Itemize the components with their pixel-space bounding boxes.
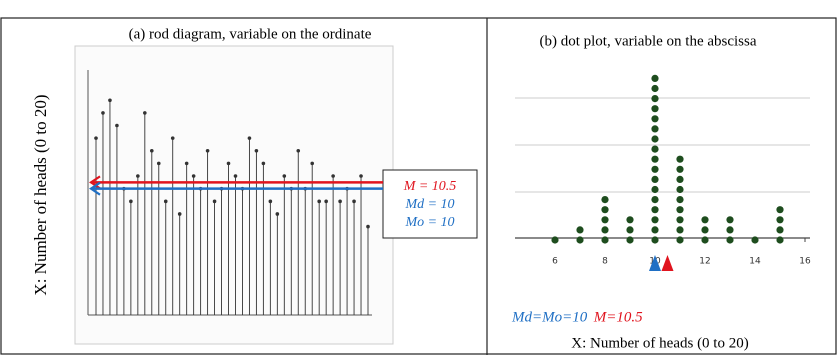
dot (601, 226, 608, 233)
dot (601, 196, 608, 203)
rod-tip (296, 149, 300, 153)
x-tick-label: 14 (749, 257, 761, 267)
x-tick-label: 12 (699, 257, 710, 267)
x-tick-label: 6 (552, 257, 558, 267)
dot (626, 216, 633, 223)
dot (651, 196, 658, 203)
dot (651, 125, 658, 132)
rod-tip (129, 200, 133, 204)
panel-title: (b) dot plot, variable on the abscissa (539, 33, 756, 49)
rod-tip (115, 124, 119, 128)
rod-tip (157, 162, 161, 166)
dot (676, 176, 683, 183)
x-axis-label: X: Number of heads (0 to 20) (571, 335, 748, 351)
dot (676, 236, 683, 243)
marker-label: Md=Mo=10 (511, 309, 588, 325)
rod-tip (331, 174, 335, 178)
dot (776, 216, 783, 223)
dot (676, 206, 683, 213)
dot (701, 216, 708, 223)
dot (776, 226, 783, 233)
annotation-label: Md = 10 (404, 197, 454, 212)
dot (651, 156, 658, 163)
rod-tip (192, 174, 196, 178)
rod-tip (338, 200, 342, 204)
dot (576, 226, 583, 233)
rod-tip (136, 174, 140, 178)
rod-tip (143, 111, 147, 115)
rod-tip (227, 162, 231, 166)
dot (626, 226, 633, 233)
dot (651, 75, 658, 82)
rod-tip (276, 212, 280, 216)
rod-tip (248, 136, 252, 140)
annotation-label: Mo = 10 (404, 215, 454, 230)
dot (651, 216, 658, 223)
marker-label: M=10.5 (593, 309, 643, 325)
rod-tip (310, 162, 314, 166)
sketch-area (75, 46, 393, 344)
dot (651, 105, 658, 112)
rod-tip (366, 225, 370, 229)
dot (651, 186, 658, 193)
dot (676, 226, 683, 233)
dot (601, 216, 608, 223)
dot (676, 186, 683, 193)
rod-tip (283, 174, 287, 178)
dot (701, 226, 708, 233)
x-tick-label: 8 (602, 257, 608, 267)
rod-tip (101, 111, 105, 115)
dot (726, 226, 733, 233)
panel-title: (a) rod diagram, variable on the ordinat… (129, 26, 372, 42)
dot (601, 206, 608, 213)
dot (676, 166, 683, 173)
dot (776, 236, 783, 243)
rod-tip (171, 136, 175, 140)
dot (601, 236, 608, 243)
dot (651, 115, 658, 122)
x-tick-label: 16 (799, 257, 811, 267)
dot (551, 236, 558, 243)
dot (701, 236, 708, 243)
rod-tip (206, 149, 210, 153)
figure: (a) rod diagram, variable on the ordinat… (0, 0, 837, 355)
rod-tip (108, 98, 112, 102)
rod-tip (255, 149, 259, 153)
rod-tip (324, 200, 328, 204)
dot (651, 85, 658, 92)
dot (726, 236, 733, 243)
rod-tip (352, 200, 356, 204)
dot (576, 236, 583, 243)
dot (651, 236, 658, 243)
dot (726, 216, 733, 223)
rod-tip (164, 200, 168, 204)
rod-tip (234, 174, 238, 178)
y-axis-label: X: Number of heads (0 to 20) (31, 94, 50, 295)
dot (651, 95, 658, 102)
rod-tip (150, 149, 154, 153)
dot (676, 196, 683, 203)
marker (662, 255, 674, 271)
dot (651, 146, 658, 153)
rod-tip (185, 162, 189, 166)
dot (676, 156, 683, 163)
dot (651, 176, 658, 183)
rod-tip (359, 174, 363, 178)
dot (651, 135, 658, 142)
dot (776, 206, 783, 213)
dot (651, 206, 658, 213)
rod-tip (213, 200, 217, 204)
dot (626, 236, 633, 243)
dot (676, 216, 683, 223)
dot (651, 226, 658, 233)
dot (751, 236, 758, 243)
rod-tip (269, 200, 273, 204)
rod-tip (317, 200, 321, 204)
rod-tip (94, 136, 98, 140)
annotation-label: M = 10.5 (403, 179, 457, 194)
rod-tip (178, 212, 182, 216)
rod-tip (262, 162, 266, 166)
dot (651, 166, 658, 173)
